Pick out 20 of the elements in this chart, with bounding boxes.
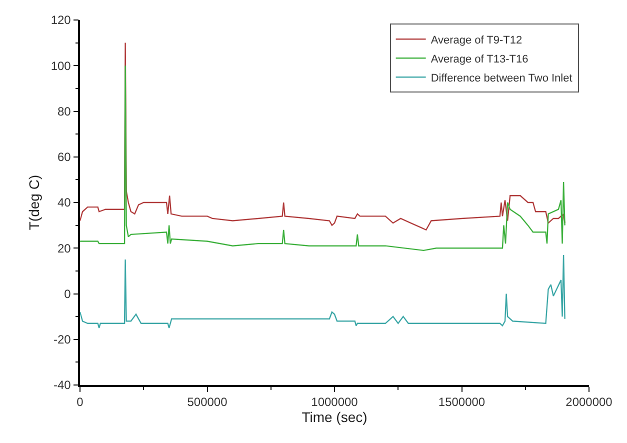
x-tick-label: 500000: [187, 395, 228, 410]
x-tick-label: 1500000: [438, 395, 486, 410]
y-tick-label: 0: [64, 286, 72, 301]
x-tick-label: 0: [76, 395, 84, 410]
x-axis-title: Time (sec): [302, 409, 368, 426]
y-tick-label: 40: [57, 196, 72, 210]
legend-label: Average of T9-T12: [430, 34, 522, 46]
y-tick-label: 60: [57, 150, 72, 164]
y-tick-label: 100: [50, 58, 72, 73]
x-tick-label: 2000000: [566, 395, 613, 410]
line-series: [80, 254, 566, 329]
y-tick-label: 20: [57, 241, 72, 256]
y-tick-label: -40: [54, 378, 72, 392]
y-axis-title: T(deg C): [26, 174, 42, 230]
y-tick-label: -20: [54, 332, 72, 347]
legend-label: Average of T13-T16: [430, 53, 528, 66]
x-tick-label: 1000000: [311, 395, 358, 410]
y-tick-label: 120: [50, 13, 72, 28]
y-tick-label: 80: [57, 104, 72, 118]
legend-label: Difference between Two Inlet: [430, 72, 572, 84]
